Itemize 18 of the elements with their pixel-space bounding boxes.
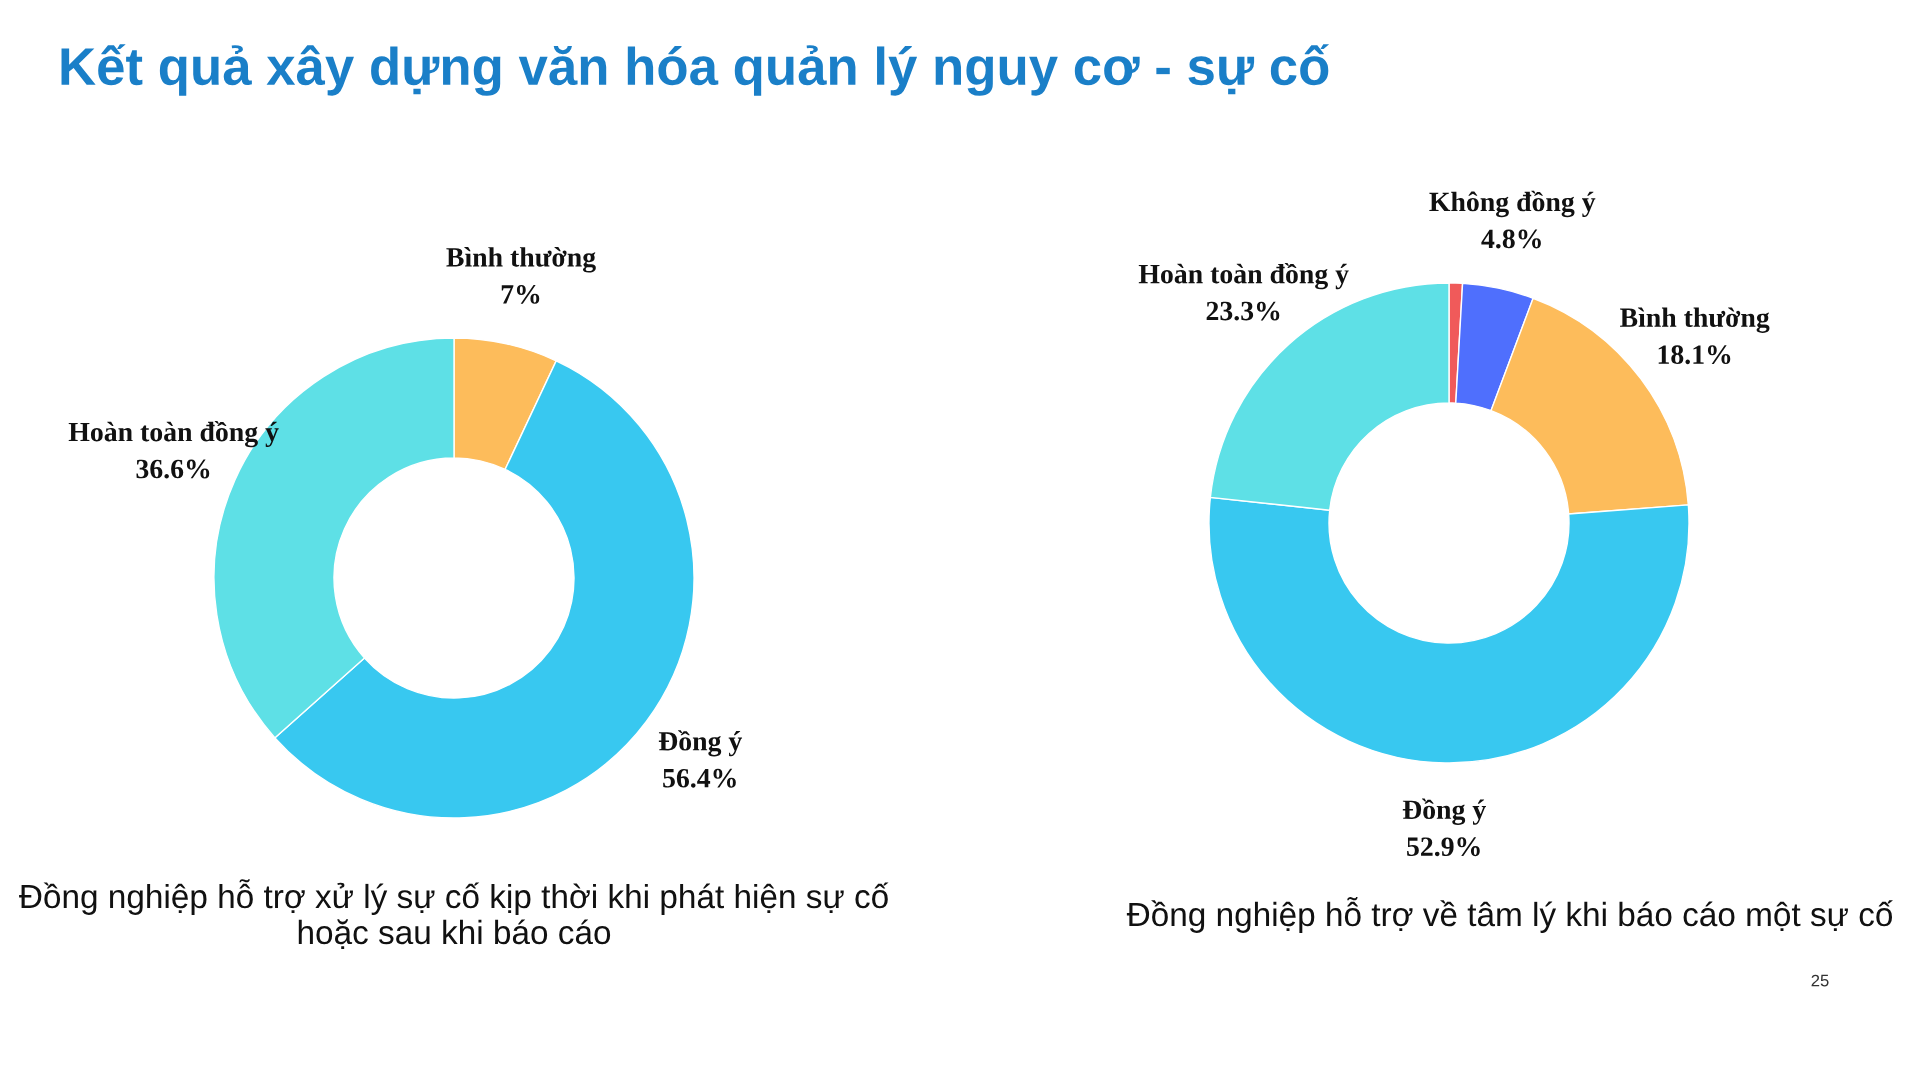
text: 25 bbox=[1811, 974, 1829, 987]
data-label: 36.6% bbox=[136, 459, 210, 479]
chart-title: Kết quả xây dựng văn hóa quản lý nguy cơ - sự cố bbox=[61, 44, 1329, 96]
text: Đồng nghiệp hỗ trợ xử lý sự cố kịp thời khi phát hiện sự cố hoặc sau khi báo cáo bbox=[19, 879, 889, 949]
slice-label: Hoàn toàn đồng ý bbox=[1138, 262, 1349, 290]
data-label: 23.3% bbox=[1206, 301, 1280, 321]
slice-label: Hoàn toàn đồng ý bbox=[68, 420, 279, 448]
data-label: 7% bbox=[501, 284, 540, 304]
slice-label: Đồng ý bbox=[1402, 798, 1486, 825]
slice-label: Bình thường bbox=[1620, 307, 1770, 333]
slice-label: Đồng ý bbox=[658, 730, 743, 757]
data-label: 18.1% bbox=[1658, 345, 1731, 365]
slice-label: Bình thường bbox=[446, 247, 596, 273]
text: Đồng nghiệp hỗ trợ về tâm lý khi báo cáo một sự cố bbox=[1126, 897, 1893, 933]
data-label: 56.4% bbox=[663, 768, 736, 788]
data-label: 4.8% bbox=[1481, 229, 1541, 249]
slice-label: Không đồng ý bbox=[1429, 190, 1596, 218]
data-label: 52.9% bbox=[1407, 837, 1480, 857]
